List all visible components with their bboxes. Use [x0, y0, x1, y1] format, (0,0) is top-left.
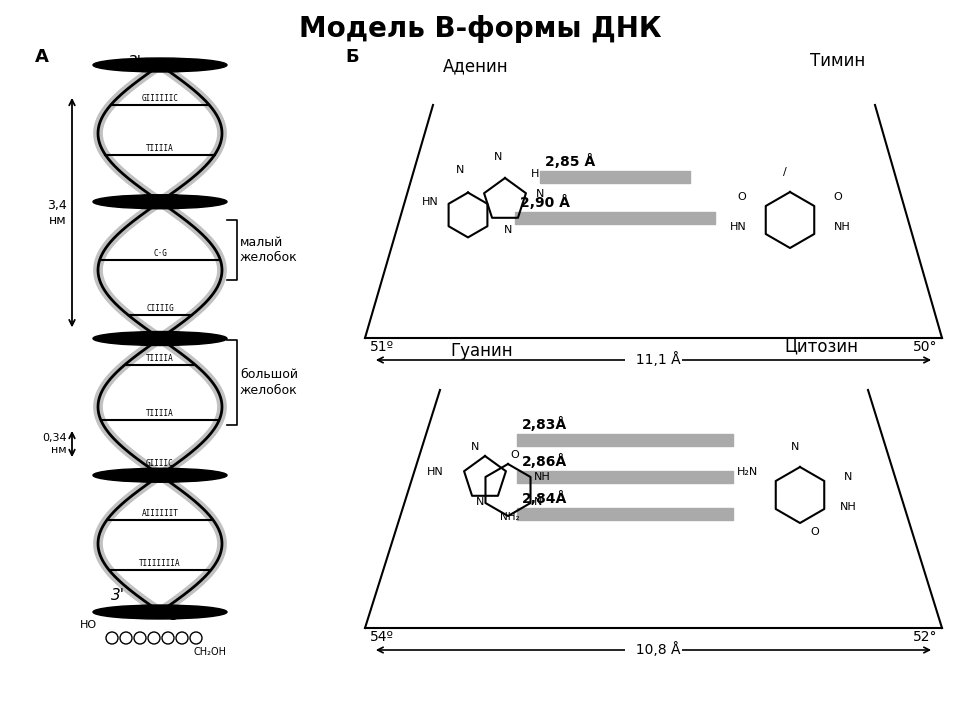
Text: 5': 5'	[182, 60, 196, 75]
Text: Модель В-формы ДНК: Модель В-формы ДНК	[299, 15, 661, 43]
Text: 10,8 Å: 10,8 Å	[627, 642, 681, 657]
Text: Б: Б	[345, 48, 359, 66]
Text: TIIIIA: TIIIIA	[146, 144, 174, 153]
Text: 2,85 Å: 2,85 Å	[545, 154, 595, 169]
Text: 51º: 51º	[370, 340, 395, 354]
Text: O: O	[511, 450, 519, 460]
Text: 3,4
нм: 3,4 нм	[47, 199, 67, 227]
Text: 50°: 50°	[913, 340, 937, 354]
Ellipse shape	[93, 58, 227, 72]
Text: H: H	[531, 169, 540, 179]
Text: NH: NH	[534, 472, 550, 482]
Text: 54º: 54º	[370, 630, 394, 644]
Text: HO: HO	[80, 620, 97, 630]
Text: GIIIIIIC: GIIIIIIC	[141, 94, 179, 103]
Text: А: А	[35, 48, 49, 66]
Text: 3': 3'	[128, 55, 142, 70]
Text: Аденин: Аденин	[443, 57, 509, 75]
Text: N: N	[536, 189, 544, 199]
Text: N: N	[476, 497, 484, 507]
Text: Цитозин: Цитозин	[784, 337, 858, 355]
Text: TIIIIA: TIIIIA	[146, 354, 174, 363]
Text: HN: HN	[730, 222, 746, 232]
Text: /: /	[783, 167, 787, 177]
Text: O: O	[810, 527, 820, 537]
Text: Гуанин: Гуанин	[450, 342, 513, 360]
Text: N: N	[791, 442, 799, 452]
Text: N: N	[493, 152, 502, 162]
Text: AIIIIIIT: AIIIIIIT	[141, 194, 179, 203]
Text: O: O	[737, 192, 746, 202]
Text: AIIIIIIT: AIIIIIIT	[141, 509, 179, 518]
Text: 2,83Å: 2,83Å	[522, 417, 567, 432]
Text: HN: HN	[426, 467, 444, 477]
Text: N: N	[470, 442, 479, 452]
Text: 0,34
нм: 0,34 нм	[42, 433, 67, 455]
Text: 5': 5'	[170, 608, 184, 623]
Text: Тимин: Тимин	[809, 52, 865, 70]
Text: 3': 3'	[111, 588, 125, 603]
Text: HN: HN	[421, 197, 439, 207]
Text: NH: NH	[840, 502, 856, 512]
Text: малый
желобок: малый желобок	[240, 236, 298, 264]
Text: NH: NH	[833, 222, 851, 232]
Ellipse shape	[93, 194, 227, 209]
Text: CH₂OH: CH₂OH	[194, 647, 227, 657]
Ellipse shape	[93, 331, 227, 346]
Text: 11,1 Å: 11,1 Å	[627, 353, 681, 367]
Text: N: N	[456, 165, 465, 175]
Text: NH₂: NH₂	[500, 512, 519, 522]
Text: 52°: 52°	[913, 630, 937, 644]
Text: большой
желобок: большой желобок	[240, 369, 298, 397]
Text: 2,86Å: 2,86Å	[522, 454, 567, 469]
Text: TIIIIA: TIIIIA	[146, 409, 174, 418]
Text: N: N	[844, 472, 852, 482]
Text: CIIIIG: CIIIIG	[146, 304, 174, 313]
Ellipse shape	[93, 468, 227, 482]
Text: O: O	[833, 192, 842, 202]
Text: H₂N: H₂N	[737, 467, 758, 477]
Ellipse shape	[93, 605, 227, 619]
Text: 2,84Å: 2,84Å	[522, 491, 567, 506]
Text: GIIIIC: GIIIIC	[146, 459, 174, 468]
Text: TIIIIIIIA: TIIIIIIIA	[139, 559, 180, 568]
Text: N: N	[504, 225, 513, 235]
Text: N: N	[534, 497, 542, 507]
Text: 2,90 Å: 2,90 Å	[520, 195, 570, 210]
Text: C·G: C·G	[153, 249, 167, 258]
